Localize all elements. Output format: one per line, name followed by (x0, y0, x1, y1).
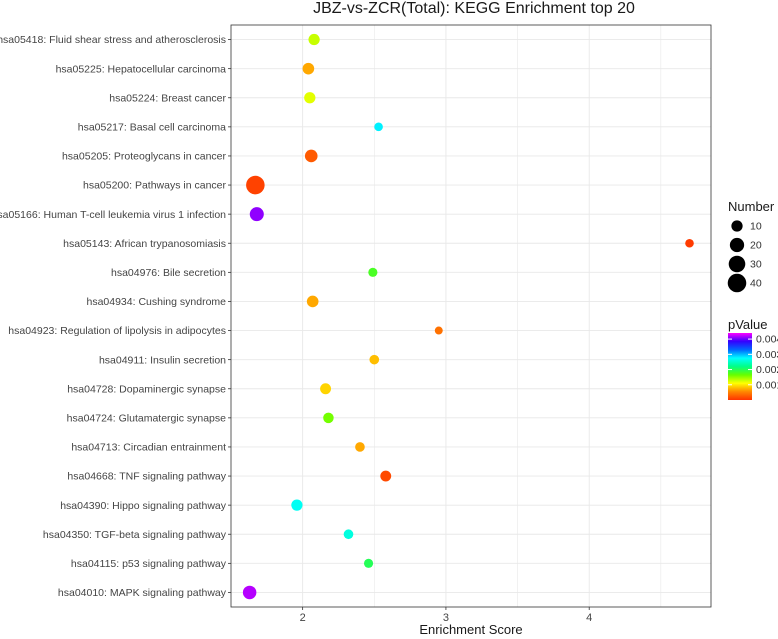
data-point (304, 92, 316, 104)
data-point (369, 354, 380, 365)
data-point (308, 33, 320, 46)
y-tick-label: hsa04976: Bile secretion (111, 267, 226, 279)
y-tick-labels: hsa05418: Fluid shear stress and atheros… (0, 34, 231, 599)
data-point (249, 207, 264, 222)
x-tick-label: 2 (300, 612, 306, 624)
y-tick-label: hsa05418: Fluid shear stress and atheros… (0, 34, 226, 46)
data-point (306, 295, 319, 308)
data-point (434, 326, 443, 335)
pvalue-colorbar (728, 333, 752, 400)
y-tick-label: hsa05225: Hepatocellular carcinoma (56, 63, 227, 75)
y-tick-label: hsa04923: Regulation of lipolysis in adi… (8, 325, 226, 337)
size-legend: Number 10 20 30 40 (727, 199, 775, 293)
data-point (291, 499, 303, 511)
y-tick-label: hsa05166: Human T-cell leukemia virus 1 … (0, 209, 226, 221)
size-legend-dot (731, 220, 743, 232)
data-point (374, 122, 383, 132)
y-tick-label: hsa04911: Insulin secretion (99, 354, 226, 366)
y-tick-label: hsa04724: Glutamatergic synapse (67, 412, 227, 424)
data-point (368, 267, 378, 277)
data-point (380, 470, 392, 482)
size-legend-label: 20 (750, 240, 762, 252)
x-axis-title: Enrichment Score (419, 622, 522, 637)
data-point (343, 529, 354, 540)
size-legend-label: 40 (750, 278, 762, 290)
y-tick-label: hsa04010: MAPK signaling pathway (58, 587, 227, 599)
x-tick-labels: 2 3 4 (300, 607, 592, 624)
y-tick-label: hsa05205: Proteoglycans in cancer (62, 151, 227, 163)
y-tick-label: hsa05143: African trypanosomiasis (63, 238, 226, 250)
chart-title: JBZ-vs-ZCR(Total): KEGG Enrichment top 2… (313, 0, 635, 17)
size-legend-label: 30 (750, 259, 762, 271)
data-point (242, 585, 257, 600)
colorbar-label: 0.002 (756, 364, 778, 376)
y-tick-label: hsa04728: Dopaminergic synapse (67, 383, 226, 395)
data-point (304, 149, 318, 163)
data-point (363, 558, 374, 568)
colorbar-label: 0.001 (756, 379, 778, 391)
y-tick-label: hsa05224: Breast cancer (109, 92, 226, 104)
y-tick-label: hsa04390: Hippo signaling pathway (60, 500, 227, 512)
y-tick-label: hsa05200: Pathways in cancer (83, 180, 227, 192)
y-tick-label: hsa05217: Basal cell carcinoma (78, 121, 226, 133)
y-tick-label: hsa04115: p53 signaling pathway (71, 558, 227, 570)
data-points (242, 33, 694, 600)
size-legend-dot (727, 273, 747, 293)
x-tick-label: 3 (443, 612, 449, 624)
y-tick-label: hsa04668: TNF signaling pathway (67, 471, 226, 483)
y-tick-label: hsa04713: Circadian entrainment (71, 442, 226, 454)
data-point (323, 412, 334, 424)
size-legend-title: Number (728, 199, 775, 214)
data-point (685, 238, 694, 248)
y-tick-label: hsa04350: TGF-beta signaling pathway (43, 529, 227, 541)
y-tick-label: hsa04934: Cushing syndrome (86, 296, 226, 308)
color-legend-title: pValue (728, 317, 768, 332)
data-point (355, 442, 365, 452)
data-point (320, 383, 332, 395)
colorbar-label: 0.003 (756, 349, 778, 361)
plot-border (230, 24, 712, 608)
x-tick-label: 4 (586, 612, 592, 624)
size-legend-dot (729, 237, 745, 253)
data-point (246, 175, 265, 195)
colorbar-label: 0.004 (756, 334, 778, 346)
plot-panel (231, 25, 711, 607)
size-legend-label: 10 (750, 221, 762, 233)
data-point (302, 62, 315, 75)
size-legend-dot (728, 255, 746, 273)
color-legend: pValue 0.001 0.002 0.003 0.004 (728, 317, 778, 400)
